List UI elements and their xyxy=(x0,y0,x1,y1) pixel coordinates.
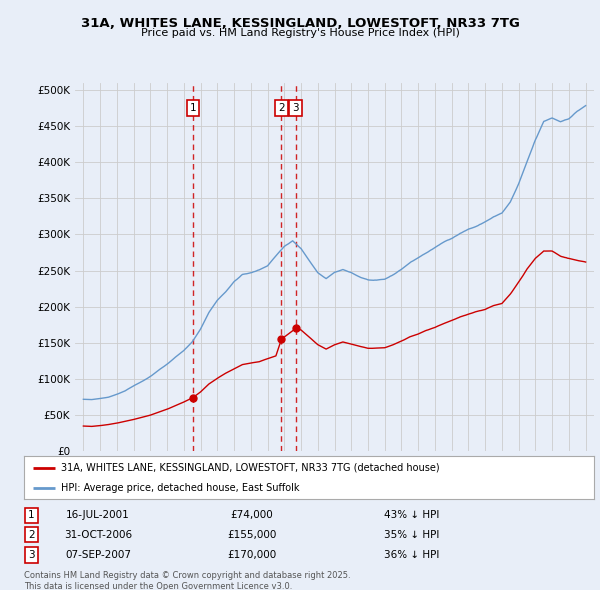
Text: Contains HM Land Registry data © Crown copyright and database right 2025.
This d: Contains HM Land Registry data © Crown c… xyxy=(24,571,350,590)
Text: 3: 3 xyxy=(28,550,35,560)
Text: 36% ↓ HPI: 36% ↓ HPI xyxy=(384,550,439,560)
Text: 35% ↓ HPI: 35% ↓ HPI xyxy=(384,530,439,539)
Text: 1: 1 xyxy=(28,510,35,520)
Text: £170,000: £170,000 xyxy=(227,550,277,560)
Text: 31-OCT-2006: 31-OCT-2006 xyxy=(64,530,132,539)
Text: HPI: Average price, detached house, East Suffolk: HPI: Average price, detached house, East… xyxy=(61,483,299,493)
Text: 31A, WHITES LANE, KESSINGLAND, LOWESTOFT, NR33 7TG: 31A, WHITES LANE, KESSINGLAND, LOWESTOFT… xyxy=(80,17,520,30)
Text: 43% ↓ HPI: 43% ↓ HPI xyxy=(384,510,439,520)
Text: 3: 3 xyxy=(292,103,299,113)
Text: 1: 1 xyxy=(190,103,196,113)
Text: 16-JUL-2001: 16-JUL-2001 xyxy=(66,510,130,520)
Text: 2: 2 xyxy=(28,530,35,539)
Text: 2: 2 xyxy=(278,103,285,113)
Text: £155,000: £155,000 xyxy=(227,530,277,539)
Text: £74,000: £74,000 xyxy=(230,510,274,520)
Text: 07-SEP-2007: 07-SEP-2007 xyxy=(65,550,131,560)
Text: 31A, WHITES LANE, KESSINGLAND, LOWESTOFT, NR33 7TG (detached house): 31A, WHITES LANE, KESSINGLAND, LOWESTOFT… xyxy=(61,463,440,473)
Text: Price paid vs. HM Land Registry's House Price Index (HPI): Price paid vs. HM Land Registry's House … xyxy=(140,28,460,38)
